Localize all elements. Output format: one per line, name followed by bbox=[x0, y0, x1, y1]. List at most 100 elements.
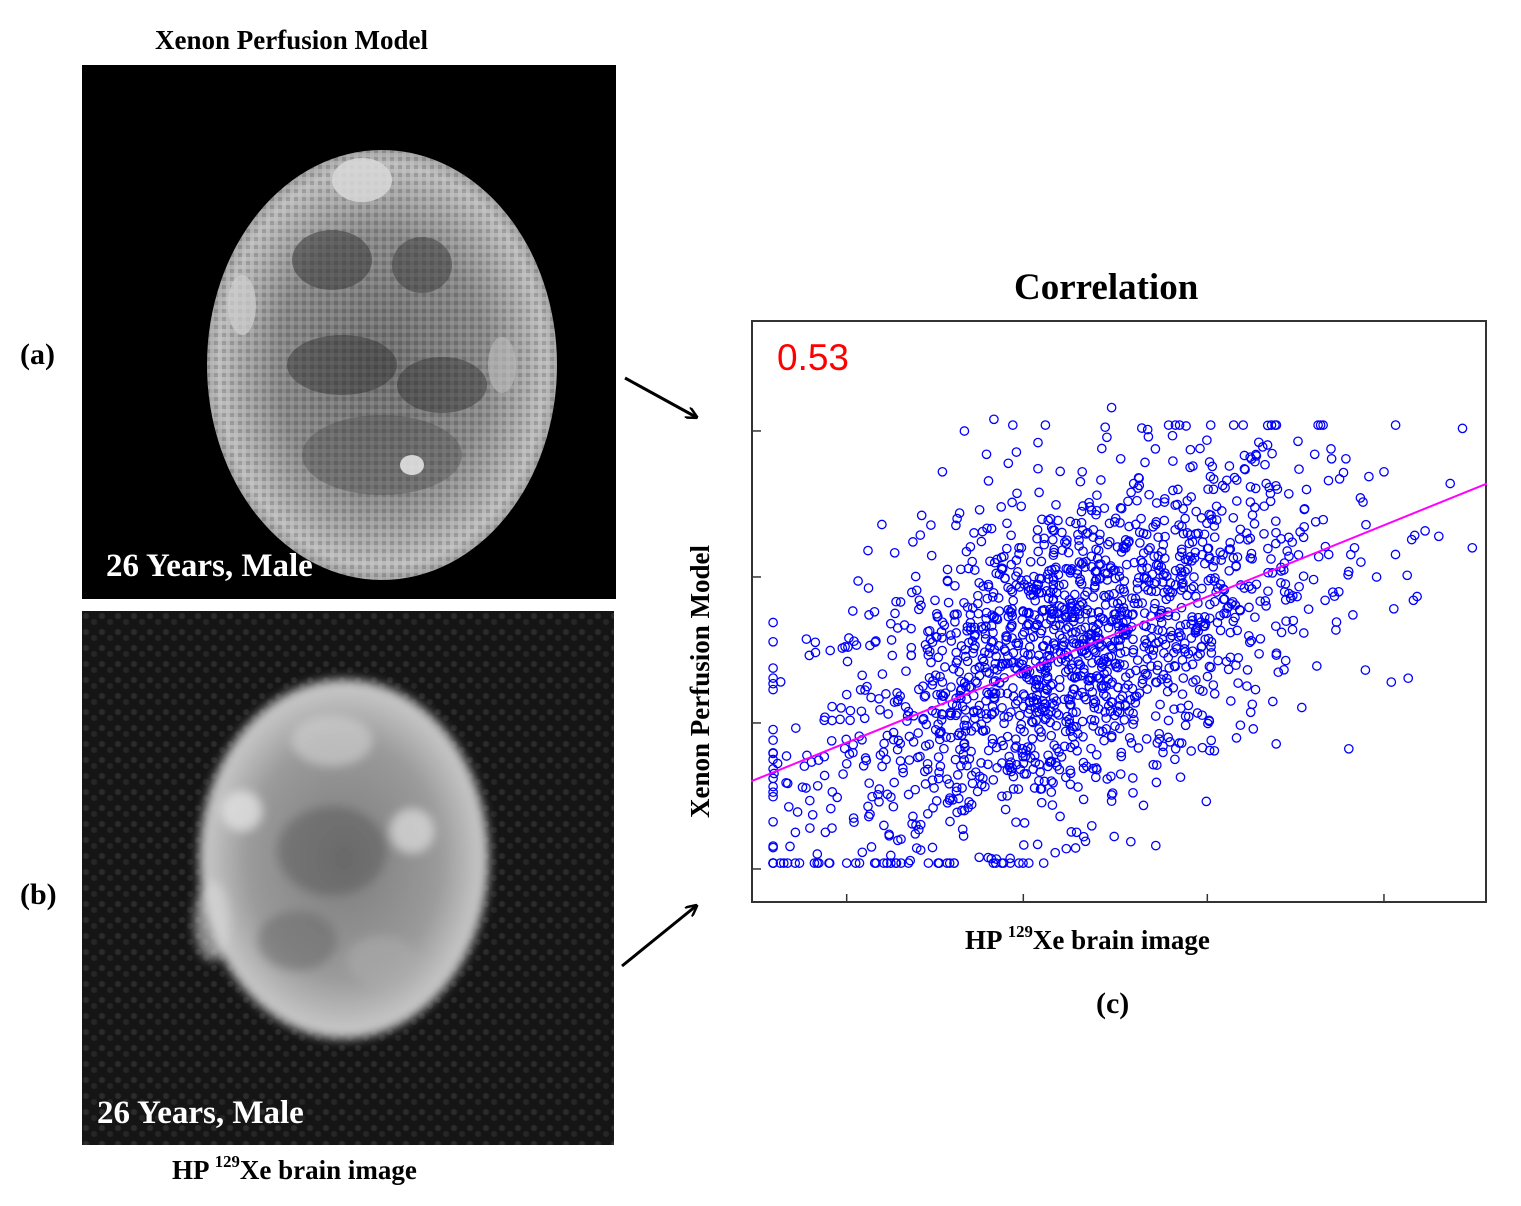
data-point bbox=[1116, 747, 1127, 758]
data-point bbox=[1011, 580, 1022, 590]
data-point bbox=[768, 735, 778, 746]
data-point bbox=[812, 849, 823, 859]
data-point bbox=[1146, 632, 1157, 643]
data-point bbox=[1142, 670, 1152, 680]
data-point bbox=[1136, 423, 1147, 433]
data-point bbox=[1279, 664, 1289, 675]
data-point bbox=[1059, 694, 1070, 705]
data-point bbox=[1284, 588, 1294, 599]
data-point bbox=[978, 773, 988, 784]
data-point bbox=[905, 855, 916, 866]
data-point bbox=[970, 676, 981, 687]
data-point bbox=[991, 568, 1002, 579]
data-point bbox=[1048, 679, 1058, 689]
data-point bbox=[1191, 624, 1202, 634]
data-point bbox=[936, 689, 946, 700]
data-point bbox=[1215, 547, 1226, 558]
data-point bbox=[1225, 696, 1236, 706]
data-point bbox=[1119, 576, 1130, 586]
data-point bbox=[1205, 599, 1215, 610]
data-point bbox=[1007, 657, 1017, 668]
data-point bbox=[1054, 601, 1065, 611]
data-point bbox=[1019, 726, 1029, 737]
data-point bbox=[1070, 843, 1081, 853]
data-point bbox=[1323, 549, 1334, 560]
data-point bbox=[1200, 634, 1211, 645]
data-point bbox=[842, 656, 853, 667]
data-point bbox=[951, 700, 962, 711]
data-point bbox=[1048, 550, 1059, 561]
data-point bbox=[962, 656, 973, 667]
data-point bbox=[1030, 595, 1041, 606]
data-point bbox=[1192, 651, 1203, 661]
data-point bbox=[1036, 783, 1047, 794]
data-point bbox=[1338, 467, 1349, 478]
data-point bbox=[1168, 485, 1178, 496]
data-point bbox=[1205, 471, 1216, 482]
data-point bbox=[981, 621, 991, 632]
data-point bbox=[1133, 573, 1144, 583]
data-point bbox=[1024, 608, 1034, 619]
data-point bbox=[933, 752, 944, 762]
data-point bbox=[1094, 726, 1105, 737]
y-axis-label: Xenon Perfusion Model bbox=[685, 545, 715, 818]
perfusion-brain-illustration bbox=[82, 65, 616, 599]
data-point bbox=[1151, 760, 1162, 770]
data-point bbox=[1173, 484, 1183, 495]
data-point bbox=[1151, 560, 1162, 571]
data-point bbox=[1273, 667, 1284, 678]
data-point bbox=[1191, 506, 1202, 517]
data-point bbox=[960, 715, 971, 725]
data-point bbox=[1333, 586, 1344, 597]
data-point bbox=[873, 789, 883, 800]
data-point bbox=[782, 858, 793, 868]
data-point bbox=[987, 592, 998, 602]
data-point bbox=[1073, 690, 1083, 701]
data-point bbox=[1069, 673, 1080, 683]
data-point bbox=[903, 789, 914, 800]
data-point bbox=[1067, 627, 1077, 638]
data-point bbox=[1037, 605, 1048, 616]
data-point bbox=[1089, 715, 1100, 726]
data-point bbox=[1148, 521, 1158, 532]
data-point bbox=[1219, 594, 1230, 605]
data-point bbox=[983, 745, 994, 756]
data-point bbox=[946, 636, 957, 646]
data-point bbox=[1032, 839, 1043, 850]
data-point bbox=[1270, 420, 1280, 430]
hp-xe-brain-image bbox=[82, 611, 614, 1145]
data-point bbox=[1115, 584, 1125, 594]
data-point bbox=[1137, 564, 1147, 574]
data-point bbox=[1004, 762, 1015, 773]
data-point bbox=[785, 841, 795, 852]
data-point bbox=[825, 803, 836, 814]
data-point bbox=[1115, 648, 1126, 658]
data-point bbox=[781, 777, 791, 788]
data-point bbox=[1208, 561, 1219, 572]
data-point bbox=[1318, 420, 1328, 430]
data-point bbox=[768, 636, 778, 647]
data-point bbox=[768, 754, 778, 765]
data-point bbox=[1002, 688, 1013, 699]
data-point bbox=[1018, 751, 1028, 762]
data-point bbox=[952, 807, 962, 818]
data-point bbox=[915, 530, 926, 540]
data-point bbox=[1128, 708, 1138, 719]
data-point bbox=[1188, 677, 1198, 687]
data-point bbox=[1119, 606, 1130, 617]
data-point bbox=[1343, 566, 1354, 577]
data-point bbox=[1105, 563, 1116, 573]
data-point bbox=[1006, 621, 1017, 632]
data-point bbox=[1049, 608, 1059, 619]
data-point bbox=[1309, 449, 1320, 460]
data-point bbox=[1046, 730, 1057, 741]
data-point bbox=[799, 761, 810, 772]
data-point bbox=[935, 728, 946, 738]
data-point bbox=[1115, 453, 1126, 464]
data-point bbox=[1096, 559, 1106, 569]
data-point bbox=[1213, 655, 1223, 666]
data-point bbox=[937, 632, 947, 643]
data-point bbox=[883, 709, 894, 719]
data-point bbox=[1078, 557, 1088, 568]
data-point bbox=[1390, 420, 1401, 430]
